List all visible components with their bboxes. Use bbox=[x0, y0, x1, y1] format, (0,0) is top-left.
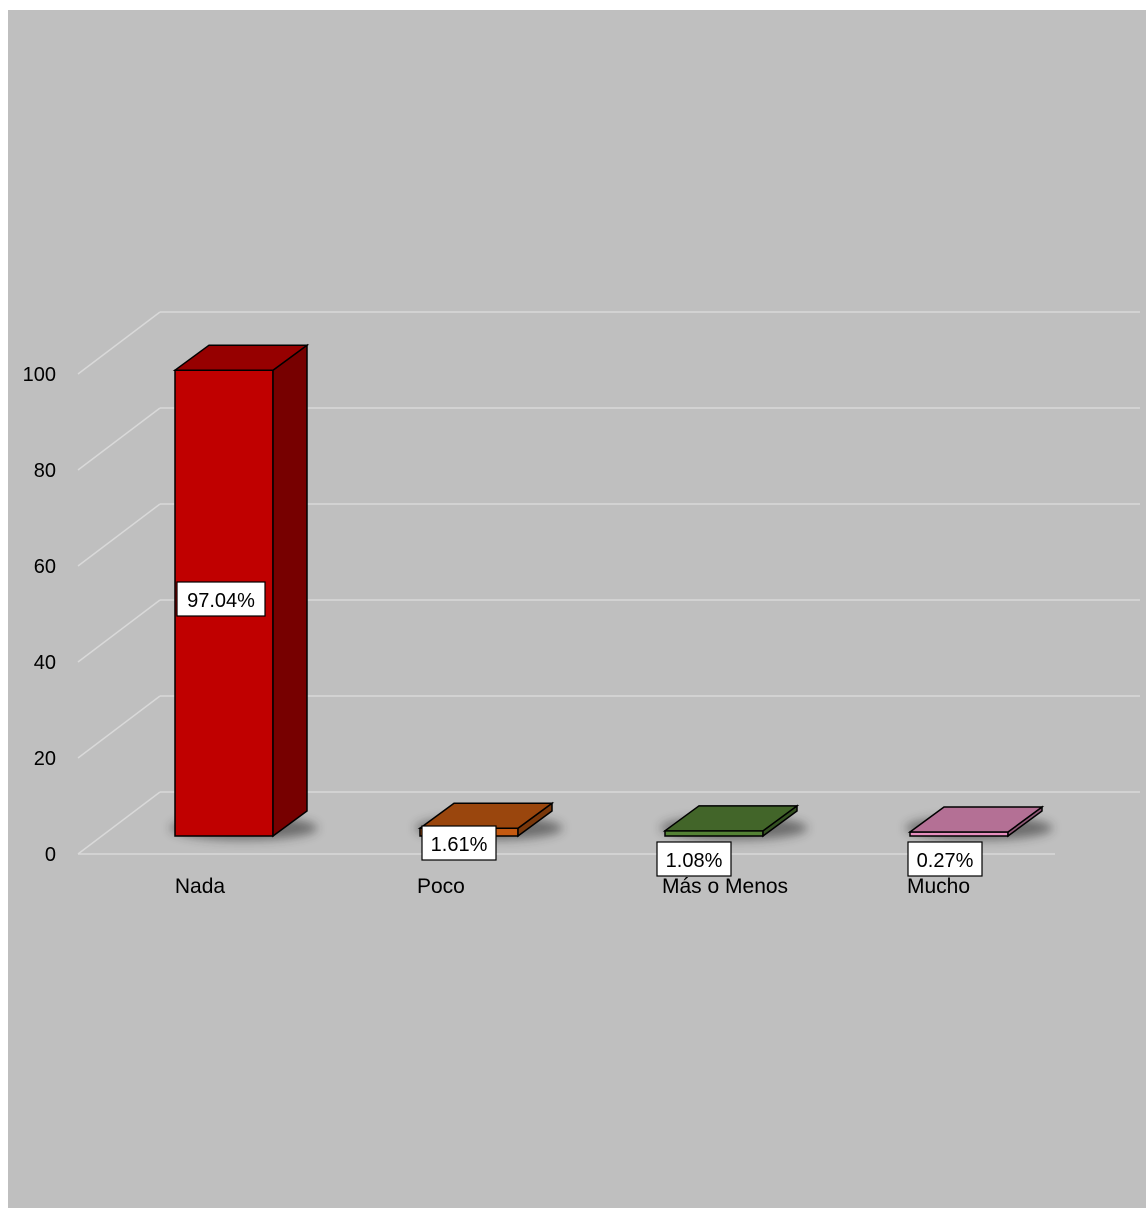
gridline-side bbox=[77, 407, 161, 471]
bar-0-top bbox=[172, 344, 310, 371]
y-tick-label: 60 bbox=[34, 556, 56, 578]
data-label: 97.04% bbox=[187, 590, 255, 612]
data-label-box bbox=[907, 841, 983, 877]
data-label-box bbox=[176, 581, 266, 617]
floor-side-edge bbox=[77, 791, 161, 855]
y-tick-label: 80 bbox=[34, 460, 56, 482]
y-tick-label: 100 bbox=[23, 364, 56, 386]
bar-3-top bbox=[907, 806, 1045, 833]
gridline-side bbox=[77, 503, 161, 567]
data-label: 1.08% bbox=[666, 850, 723, 872]
bar-2-front bbox=[664, 830, 764, 837]
bar-2-top bbox=[662, 805, 800, 832]
data-label-box bbox=[656, 841, 732, 877]
y-tick-label: 20 bbox=[34, 748, 56, 770]
bar-0-side bbox=[272, 343, 308, 838]
x-tick-label: Poco bbox=[417, 875, 465, 898]
y-tick-label: 40 bbox=[34, 652, 56, 674]
data-label: 0.27% bbox=[917, 850, 974, 872]
y-tick-label: 0 bbox=[45, 844, 56, 866]
gridline-side bbox=[77, 599, 161, 663]
x-tick-label: Más o Menos bbox=[662, 875, 788, 898]
gridline-side bbox=[77, 311, 161, 375]
gridline-side bbox=[77, 695, 161, 759]
x-tick-label: Nada bbox=[175, 875, 226, 898]
data-label: 1.61% bbox=[431, 834, 488, 856]
data-label-box bbox=[421, 825, 497, 861]
x-tick-label: Mucho bbox=[907, 875, 970, 898]
